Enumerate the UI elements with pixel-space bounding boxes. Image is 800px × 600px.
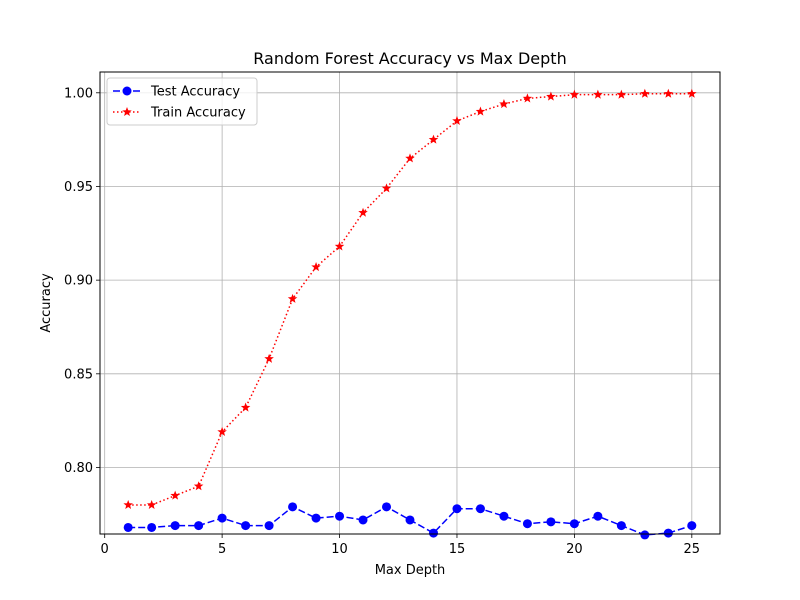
x-tick-label: 5 — [218, 542, 226, 557]
test-accuracy-point — [311, 513, 321, 523]
train-accuracy-point — [358, 207, 368, 217]
legend-label-test-accuracy: Test Accuracy — [150, 85, 240, 100]
y-axis: 0.80 0.85 0.90 0.95 1.00 — [64, 86, 100, 476]
train-accuracy-point — [475, 106, 486, 116]
test-accuracy-point — [522, 519, 532, 529]
train-accuracy-point — [287, 293, 298, 303]
y-tick-label: 0.90 — [64, 274, 93, 289]
test-accuracy-point — [687, 521, 697, 531]
y-tick-label: 0.85 — [64, 367, 93, 382]
train-accuracy-point — [264, 353, 274, 363]
train-accuracy-point — [405, 153, 415, 163]
test-accuracy-point — [217, 513, 227, 523]
y-tick-label: 1.00 — [64, 86, 93, 101]
test-accuracy-point — [616, 521, 626, 531]
test-accuracy-point — [546, 517, 556, 527]
test-accuracy-point — [640, 530, 650, 540]
test-accuracy-point — [593, 511, 603, 521]
train-accuracy-point — [170, 490, 180, 500]
x-gridlines — [104, 72, 693, 534]
train-accuracy-point — [499, 99, 509, 109]
train-accuracy-point — [146, 499, 157, 510]
test-accuracy-point — [241, 521, 251, 531]
y-tick-label: 0.80 — [64, 461, 93, 476]
test-accuracy-point — [569, 519, 579, 529]
chart-title: Random Forest Accuracy vs Max Depth — [253, 49, 566, 68]
train-accuracy-point — [569, 89, 580, 99]
legend-marker-test-accuracy — [122, 86, 132, 96]
test-accuracy-point — [499, 511, 509, 521]
x-axis-label: Max Depth — [375, 563, 446, 578]
y-axis-label: Accuracy — [39, 273, 54, 333]
test-accuracy-series — [123, 502, 697, 540]
plot-area — [99, 71, 721, 540]
test-accuracy-point — [382, 502, 392, 512]
x-axis: 0 5 10 15 20 25 — [101, 534, 701, 557]
train-accuracy-point — [428, 134, 439, 144]
legend-label-train-accuracy: Train Accuracy — [150, 106, 246, 121]
train-accuracy-point — [546, 91, 556, 101]
train-accuracy-point — [687, 88, 697, 98]
y-tick-label: 0.95 — [64, 180, 93, 195]
test-accuracy-point — [405, 515, 415, 525]
test-accuracy-point — [194, 521, 204, 531]
x-tick-label: 0 — [101, 542, 109, 557]
train-accuracy-point — [311, 262, 321, 272]
series-layer — [123, 88, 697, 540]
train-accuracy-point — [334, 241, 345, 251]
test-accuracy-point — [428, 528, 438, 538]
x-tick-label: 20 — [566, 542, 583, 557]
x-tick-label: 25 — [684, 542, 701, 557]
test-accuracy-point — [264, 521, 274, 531]
plot-frame — [99, 71, 721, 535]
train-accuracy-point — [452, 115, 462, 125]
train-accuracy-point — [522, 93, 533, 103]
test-accuracy-point — [452, 504, 462, 514]
test-accuracy-point — [335, 511, 345, 521]
plot-background — [100, 72, 720, 534]
x-tick-label: 15 — [449, 542, 466, 557]
train-accuracy-point — [640, 88, 650, 98]
train-accuracy-point — [240, 402, 251, 412]
test-accuracy-point — [170, 521, 180, 531]
train-accuracy-point — [123, 499, 133, 510]
test-accuracy-point — [123, 522, 133, 532]
legend: Test Accuracy Train Accuracy — [106, 77, 258, 126]
test-accuracy-point — [663, 528, 673, 538]
test-accuracy-point — [147, 522, 157, 532]
test-accuracy-point — [358, 515, 368, 525]
train-accuracy-series — [123, 88, 697, 510]
train-accuracy-point — [616, 89, 627, 99]
test-accuracy-point — [475, 504, 485, 514]
legend-marker-train-accuracy — [122, 107, 132, 117]
legend-box — [106, 77, 258, 126]
train-accuracy-point — [193, 481, 204, 491]
x-tick-label: 10 — [331, 542, 348, 557]
train-accuracy-point — [593, 89, 603, 99]
test-accuracy-point — [288, 502, 298, 512]
train-accuracy-point — [663, 88, 674, 98]
train-accuracy-point — [381, 183, 392, 193]
train-accuracy-point — [217, 426, 227, 436]
